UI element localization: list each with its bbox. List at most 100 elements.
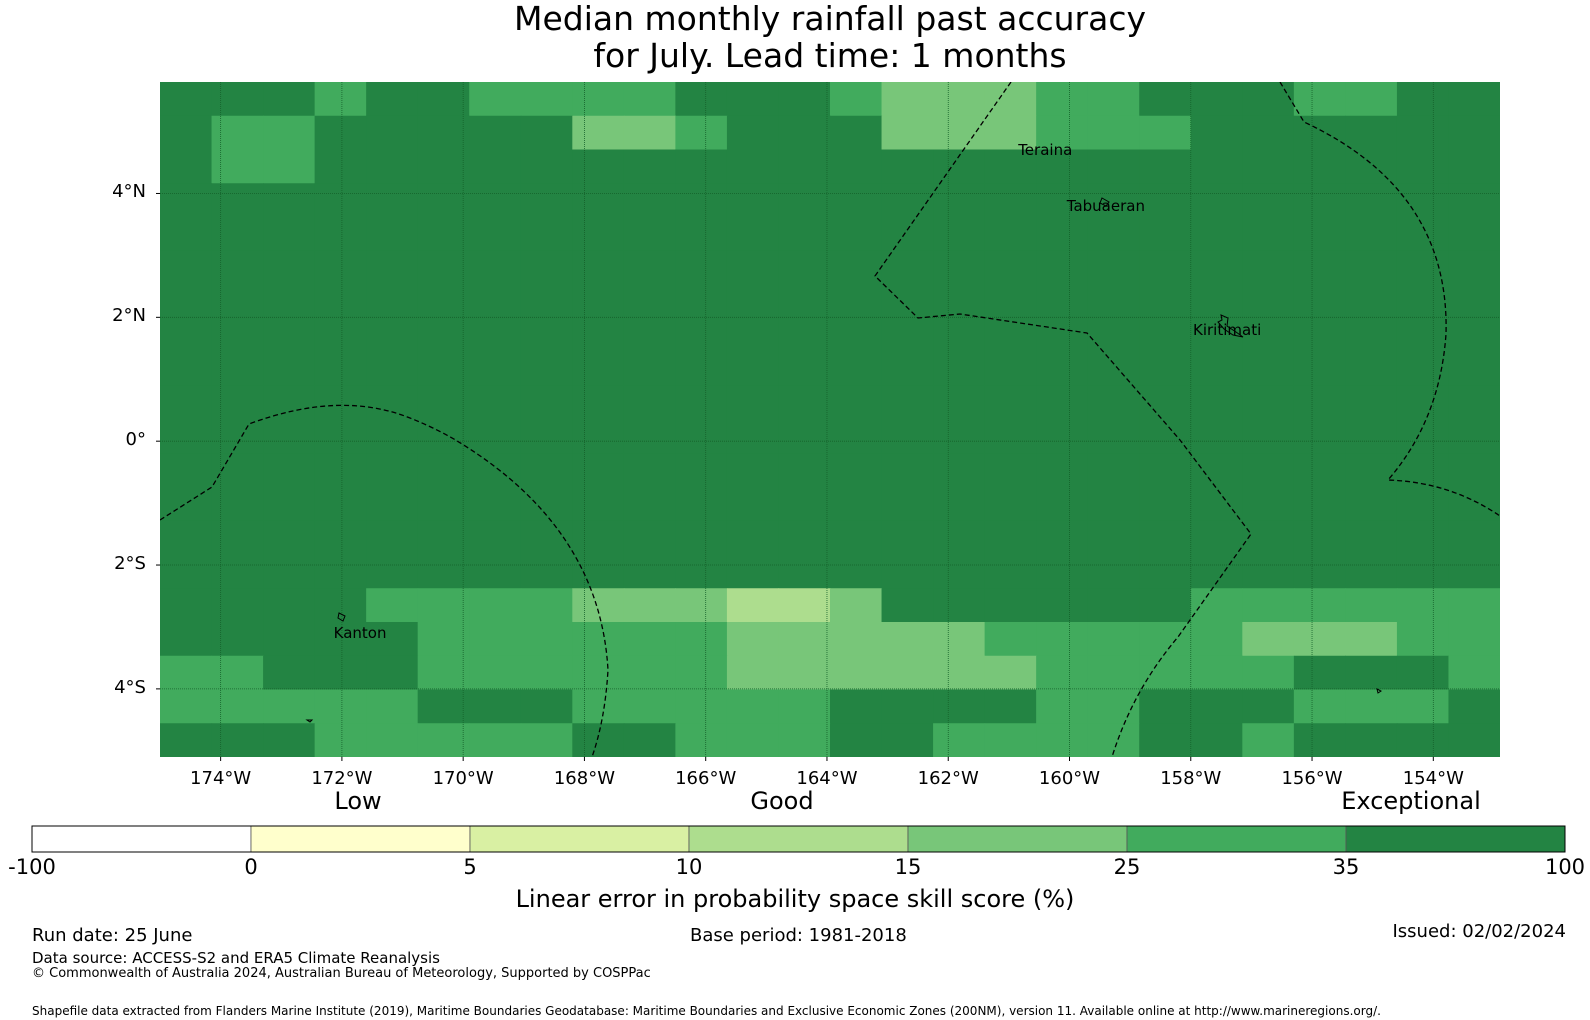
graticule <box>160 82 1500 757</box>
grid-cell <box>1087 385 1140 421</box>
grid-cell <box>1293 183 1346 218</box>
grid-cell <box>469 183 522 218</box>
grid-cell <box>778 250 831 286</box>
grid-cell <box>366 217 419 252</box>
grid-cell <box>623 554 676 589</box>
longitude-label: 166°W <box>675 768 737 789</box>
grid-cell <box>1190 352 1243 387</box>
grid-cell <box>314 453 367 488</box>
latitude-label: 2°S <box>114 553 146 575</box>
eez-boundary-line <box>1279 82 1500 517</box>
colorbar-tick-label: 0 <box>244 855 258 879</box>
grid-cell <box>366 520 419 556</box>
grid-cell <box>984 453 1037 488</box>
grid-cell <box>1242 250 1295 286</box>
grid-cell <box>263 554 316 589</box>
grid-cell <box>572 250 625 286</box>
grid-cell <box>1448 419 1500 454</box>
grid-cell <box>1087 82 1140 117</box>
grid-cell <box>1345 250 1398 286</box>
grid-cell <box>366 655 419 691</box>
grid-cell <box>881 217 934 252</box>
grid-cell <box>1293 554 1346 589</box>
longitude-label: 164°W <box>796 768 858 789</box>
grid-cell <box>1448 689 1500 724</box>
grid-cell <box>1087 183 1140 218</box>
grid-cell <box>1242 689 1295 724</box>
grid-cell <box>1396 284 1450 319</box>
island-outline <box>1376 688 1382 694</box>
grid-cell <box>469 588 522 623</box>
grid-cell <box>314 318 367 353</box>
grid-cell <box>1448 352 1500 387</box>
grid-cell <box>520 419 573 454</box>
grid-cell <box>417 723 470 757</box>
grid-cell <box>1036 183 1089 218</box>
grid-cell <box>623 689 676 724</box>
grid-cell <box>881 82 934 117</box>
grid-cell <box>1190 520 1243 556</box>
grid-cell <box>623 183 676 218</box>
grid-cell <box>1036 588 1089 623</box>
grid-cell <box>623 115 676 151</box>
grid-cell <box>778 622 831 657</box>
grid-cell <box>417 82 470 117</box>
grid-cell <box>211 487 264 522</box>
grid-cell <box>1396 723 1450 757</box>
grid-cell <box>469 352 522 387</box>
grid-cell <box>623 149 676 184</box>
grid-cell <box>623 588 676 623</box>
grid-cell <box>160 622 213 657</box>
grid-cell <box>366 284 419 319</box>
grid-cell <box>366 352 419 387</box>
grid-cell <box>933 250 986 286</box>
grid-cell <box>469 520 522 556</box>
grid-cell <box>726 183 780 218</box>
grid-cell <box>263 689 316 724</box>
grid-cell <box>675 385 728 421</box>
grid-cell <box>1396 554 1450 589</box>
grid-cell <box>417 487 470 522</box>
category-low: Low <box>334 787 382 815</box>
grid-cell <box>933 284 986 319</box>
longitude-label: 160°W <box>1038 768 1101 789</box>
grid-cell <box>520 655 573 691</box>
grid-cell <box>726 487 780 522</box>
grid-cell <box>830 352 883 387</box>
grid-cell <box>1396 82 1450 117</box>
grid-cell <box>1396 419 1450 454</box>
grid-cell <box>1345 723 1398 757</box>
grid-cell <box>1190 419 1243 454</box>
grid-cell <box>469 723 522 757</box>
grid-cell <box>675 250 728 286</box>
place-label: Kanton <box>333 624 387 643</box>
colorbar-bin <box>31 825 252 853</box>
grid-cell <box>1139 217 1192 252</box>
grid-cell <box>830 115 883 151</box>
grid-cell <box>1293 352 1346 387</box>
grid-cell <box>572 655 625 691</box>
grid-cell <box>1396 689 1450 724</box>
grid-cell <box>469 655 522 691</box>
grid-cell <box>623 82 676 117</box>
grid-cell <box>263 250 316 286</box>
grid-cell <box>1242 487 1295 522</box>
grid-cell <box>211 149 264 184</box>
grid-cell <box>1396 622 1450 657</box>
colorbar-frame <box>31 825 1566 853</box>
grid-cell <box>211 318 264 353</box>
grid-cell <box>623 723 676 757</box>
grid-cell <box>1396 115 1450 151</box>
grid-cell <box>726 622 780 657</box>
longitude-label: 174°W <box>190 768 252 789</box>
grid-cell <box>675 318 728 353</box>
axis-ticks <box>156 192 1434 761</box>
grid-cell <box>1242 655 1295 691</box>
grid-cell <box>623 250 676 286</box>
grid-cell <box>263 82 316 117</box>
grid-cell <box>1190 82 1243 117</box>
colorbar-bin <box>688 825 909 853</box>
grid-cell <box>160 453 213 488</box>
grid-cell <box>263 115 316 151</box>
grid-cell <box>417 352 470 387</box>
